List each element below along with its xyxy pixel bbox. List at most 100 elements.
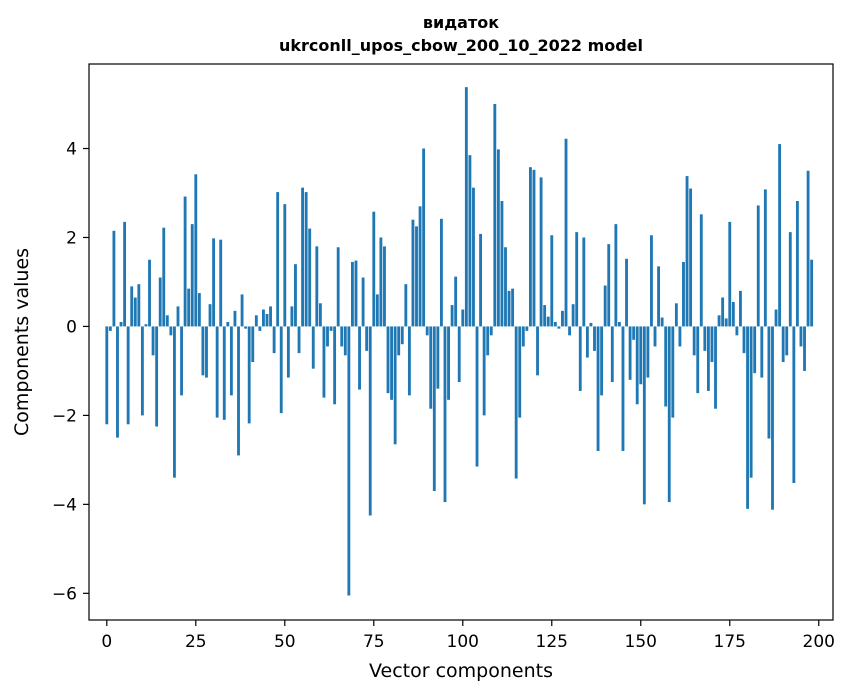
bar-67 bbox=[343, 326, 347, 356]
bar-100 bbox=[461, 309, 465, 327]
bar-82 bbox=[397, 326, 401, 356]
bar-194 bbox=[795, 201, 799, 327]
bar-118 bbox=[525, 326, 529, 331]
bar-197 bbox=[806, 170, 810, 327]
bar-59 bbox=[315, 246, 319, 327]
bar-79 bbox=[386, 326, 390, 394]
y-tick-label: 2 bbox=[66, 228, 77, 248]
bar-189 bbox=[778, 144, 782, 327]
bar-129 bbox=[564, 138, 568, 327]
bar-137 bbox=[593, 326, 596, 351]
bar-122 bbox=[539, 177, 543, 327]
bar-143 bbox=[614, 224, 618, 327]
bar-34 bbox=[226, 321, 230, 327]
bar-63 bbox=[329, 326, 333, 331]
bar-190 bbox=[781, 326, 785, 363]
y-tick-label: 4 bbox=[66, 140, 77, 160]
bar-88 bbox=[418, 206, 422, 327]
x-tick-label: 125 bbox=[536, 632, 568, 652]
bar-182 bbox=[753, 326, 757, 374]
bar-178 bbox=[739, 290, 742, 327]
bar-105 bbox=[479, 233, 483, 327]
bar-99 bbox=[457, 326, 461, 383]
bar-179 bbox=[742, 326, 746, 354]
bar-126 bbox=[553, 321, 557, 327]
bar-136 bbox=[589, 322, 593, 327]
bar-104 bbox=[475, 326, 479, 467]
bar-161 bbox=[678, 326, 682, 347]
y-tick-label: −6 bbox=[52, 584, 77, 604]
bar-170 bbox=[710, 326, 714, 363]
bar-155 bbox=[657, 266, 660, 327]
bar-157 bbox=[664, 326, 668, 407]
bar-52 bbox=[290, 306, 294, 327]
bar-141 bbox=[607, 244, 611, 327]
bar-131 bbox=[571, 304, 575, 327]
bar-40 bbox=[247, 326, 251, 424]
bar-58 bbox=[311, 326, 315, 369]
bar-124 bbox=[546, 316, 550, 327]
bar-165 bbox=[692, 326, 696, 356]
bar-195 bbox=[799, 326, 803, 347]
bar-116 bbox=[518, 326, 522, 418]
bar-46 bbox=[269, 306, 272, 327]
bar-185 bbox=[763, 189, 767, 327]
bar-25 bbox=[194, 174, 198, 327]
bar-117 bbox=[521, 326, 525, 347]
bar-33 bbox=[222, 326, 226, 420]
bar-121 bbox=[536, 326, 539, 376]
bar-167 bbox=[699, 214, 703, 327]
bar-26 bbox=[197, 293, 201, 327]
y-tick-label: 0 bbox=[66, 317, 77, 337]
bar-89 bbox=[422, 148, 426, 327]
bar-18 bbox=[169, 326, 173, 336]
x-tick-label: 25 bbox=[185, 632, 207, 652]
bar-166 bbox=[696, 326, 700, 394]
bar-37 bbox=[237, 326, 240, 456]
bar-14 bbox=[155, 326, 159, 427]
bar-43 bbox=[258, 326, 262, 331]
bar-107 bbox=[486, 326, 490, 356]
bar-140 bbox=[603, 285, 607, 327]
bar-49 bbox=[279, 326, 283, 414]
bar-128 bbox=[561, 310, 564, 327]
x-tick-label: 150 bbox=[625, 632, 657, 652]
bar-77 bbox=[379, 237, 383, 327]
bar-150 bbox=[639, 326, 643, 385]
bar-125 bbox=[550, 235, 554, 327]
bar-149 bbox=[635, 326, 639, 405]
bar-152 bbox=[646, 326, 650, 378]
bar-146 bbox=[625, 258, 628, 327]
bar-177 bbox=[735, 326, 739, 336]
bar-41 bbox=[251, 326, 255, 363]
x-tick-label: 200 bbox=[803, 632, 835, 652]
y-axis-label: Components values bbox=[11, 248, 33, 436]
bar-39 bbox=[244, 326, 248, 329]
bar-70 bbox=[354, 260, 358, 327]
bar-53 bbox=[294, 264, 297, 327]
bar-154 bbox=[653, 326, 657, 347]
x-tick-label: 100 bbox=[447, 632, 479, 652]
bar-84 bbox=[404, 284, 408, 327]
bar-119 bbox=[528, 167, 532, 327]
bar-94 bbox=[440, 218, 443, 327]
bar-28 bbox=[205, 326, 208, 378]
bar-160 bbox=[674, 303, 678, 327]
bar-97 bbox=[450, 305, 454, 327]
bar-3 bbox=[116, 326, 119, 438]
bar-20 bbox=[176, 306, 180, 327]
bar-186 bbox=[767, 326, 771, 439]
bar-32 bbox=[219, 239, 223, 327]
bar-180 bbox=[746, 326, 749, 509]
bar-176 bbox=[731, 301, 735, 327]
bar-30 bbox=[212, 238, 216, 327]
plot-frame bbox=[88, 63, 834, 621]
bar-102 bbox=[468, 155, 472, 327]
bar-188 bbox=[774, 309, 778, 327]
bar-134 bbox=[582, 237, 586, 327]
y-axis-ticks: −6 −4 −2 0 2 4 bbox=[52, 140, 89, 604]
bar-87 bbox=[415, 226, 418, 327]
bar-90 bbox=[425, 326, 429, 336]
bar-171 bbox=[714, 326, 717, 409]
